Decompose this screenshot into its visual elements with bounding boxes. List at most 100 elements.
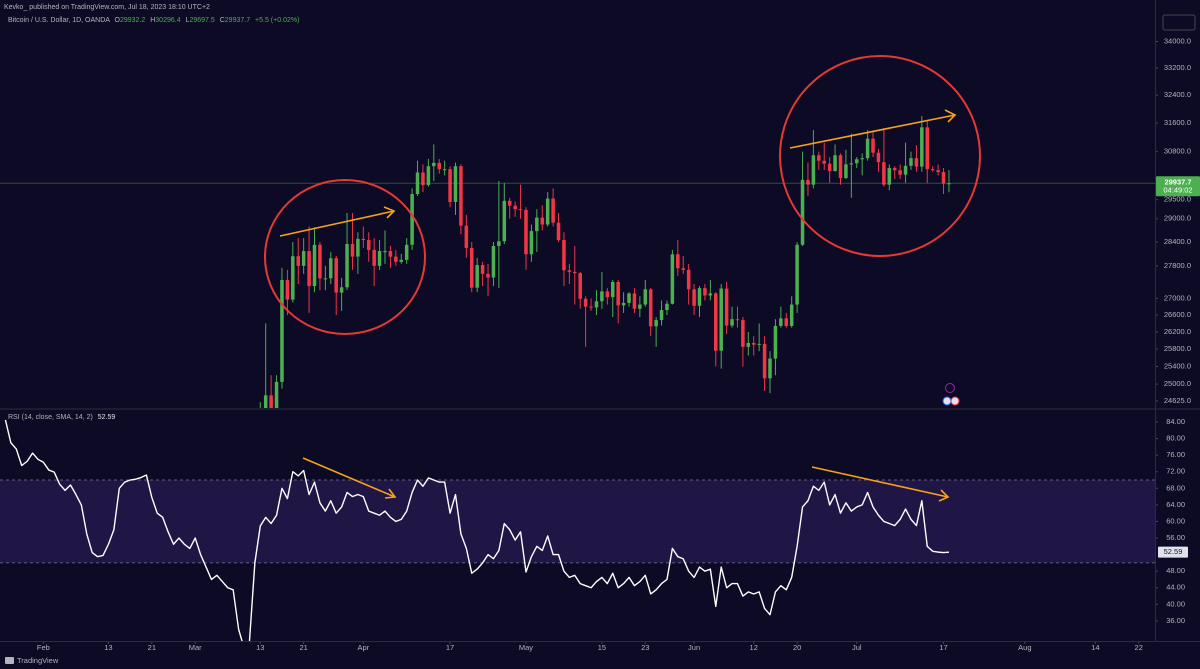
candle-body — [437, 162, 441, 170]
price-pane — [0, 116, 1155, 408]
rsi-y-tick-label: 44.00 — [1166, 583, 1185, 592]
candle-body — [860, 158, 864, 160]
candle-body — [502, 200, 507, 242]
candle-body — [562, 240, 566, 271]
y-tick-label: 27000.0 — [1164, 293, 1191, 302]
candle-body — [280, 279, 284, 382]
candle-body — [730, 319, 734, 326]
settings-button[interactable] — [1162, 14, 1196, 31]
candle-body — [296, 256, 301, 266]
candle-body — [480, 265, 485, 274]
arrow — [789, 114, 956, 149]
candle-body — [269, 395, 273, 408]
rsi-y-tick-label: 68.00 — [1166, 483, 1185, 492]
x-tick-label: 22 — [1135, 643, 1143, 652]
candle-body — [697, 288, 702, 306]
bar-countdown: 04:49:02 — [1163, 185, 1192, 194]
y-tick-label: 29000.0 — [1164, 214, 1191, 223]
header: Bitcoin / U.S. Dollar, 1D, OANDA O29932.… — [8, 17, 299, 24]
low-value: 29697.5 — [189, 17, 214, 24]
candle-body — [513, 205, 517, 210]
rsi-y-tick-label: 84.00 — [1166, 417, 1185, 426]
y-tick-label: 24625.0 — [1164, 396, 1191, 405]
x-tick-label: 14 — [1091, 643, 1099, 652]
high-value: 30296.4 — [155, 17, 180, 24]
x-tick-label: 13 — [104, 643, 112, 652]
rsi-last-box — [1158, 546, 1188, 558]
candle-body — [643, 289, 648, 305]
candle-body — [638, 304, 642, 309]
candle-body — [274, 381, 279, 408]
rsi-value: 52.59 — [98, 414, 116, 421]
candle-body — [399, 259, 404, 262]
candle-body — [719, 288, 723, 351]
rsi-header: RSI (14, close, SMA, 14, 2) 52.59 — [8, 414, 115, 421]
x-tick-label: Aug — [1018, 643, 1031, 652]
candle-body — [708, 293, 713, 296]
candle-body — [849, 163, 854, 165]
candle-body — [469, 247, 474, 288]
candle-body — [930, 169, 935, 171]
candle-body — [421, 172, 425, 186]
candle-body — [605, 291, 610, 298]
candle-body — [670, 254, 675, 304]
candle-body — [361, 238, 366, 241]
rsi-y-tick-label: 64.00 — [1166, 500, 1185, 509]
candle-body — [301, 251, 306, 266]
candle-body — [909, 158, 913, 166]
candle-body — [746, 342, 751, 347]
candle-body — [817, 155, 821, 161]
candle-body — [334, 258, 338, 293]
arrow — [302, 457, 396, 498]
x-tick-label: Jun — [688, 643, 700, 652]
y-tick-label: 25000.0 — [1164, 379, 1191, 388]
candle-body — [854, 159, 859, 164]
candle-body — [426, 166, 431, 186]
candle-body — [573, 271, 577, 274]
event-icon[interactable] — [942, 396, 952, 406]
candle-body — [844, 164, 848, 178]
candle-body — [876, 152, 881, 163]
candle-body — [594, 301, 599, 308]
candle-body — [681, 268, 686, 270]
candle-body — [616, 281, 620, 306]
arrow — [279, 210, 395, 237]
candle-body — [703, 288, 707, 296]
candle-body — [833, 155, 837, 171]
x-tick-label: Feb — [37, 643, 50, 652]
candle-body — [692, 289, 696, 306]
event-icon[interactable] — [950, 396, 960, 406]
last-price-label: 29937.7 — [1164, 177, 1191, 186]
candle-body — [307, 251, 311, 287]
x-tick-label: 20 — [793, 643, 801, 652]
candle-body — [339, 287, 344, 293]
candle-body — [263, 395, 268, 408]
candle-body — [578, 273, 582, 299]
candle-body — [654, 320, 658, 327]
candle-body — [887, 168, 892, 185]
candle-body — [892, 168, 897, 171]
candle-body — [941, 172, 946, 184]
highlight-circle — [779, 55, 981, 257]
candle-body — [789, 304, 794, 326]
event-icon[interactable] — [945, 383, 955, 393]
last-price-box — [1156, 176, 1200, 197]
candle-body — [524, 209, 528, 255]
change: +5.5 (+0.02%) — [255, 17, 299, 24]
candle-body — [415, 172, 420, 195]
y-tick-label: 33200.0 — [1164, 63, 1191, 72]
candle-body — [545, 198, 550, 225]
candle-body — [551, 198, 555, 223]
candle-body — [779, 318, 783, 326]
ohlc-label: C — [220, 17, 225, 24]
candle-body — [947, 183, 951, 185]
x-tick-label: May — [519, 643, 533, 652]
candle-body — [318, 244, 322, 279]
annotations — [264, 55, 981, 502]
candle-body — [507, 200, 512, 206]
byline: Kevko_ published on TradingView.com, Jul… — [4, 4, 210, 11]
candle-body — [665, 303, 669, 310]
candle-body — [285, 279, 290, 300]
candle-body — [882, 162, 886, 185]
